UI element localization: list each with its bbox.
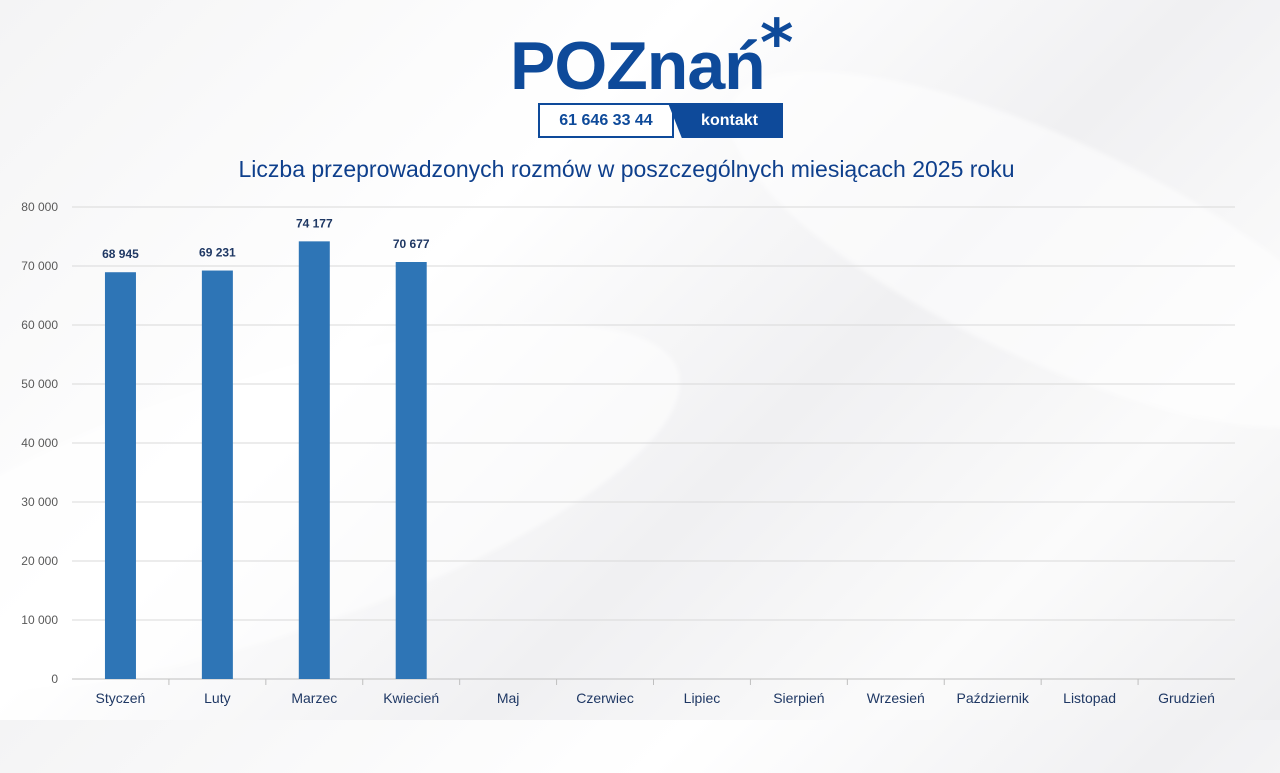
y-tick-label: 50 000 bbox=[21, 377, 58, 391]
bar bbox=[298, 241, 330, 679]
y-tick-label: 40 000 bbox=[21, 436, 58, 450]
y-tick-label: 70 000 bbox=[21, 259, 58, 273]
bar bbox=[104, 272, 136, 679]
data-label: 70 677 bbox=[393, 237, 430, 251]
chart-title: Liczba przeprowadzonych rozmów w poszcze… bbox=[238, 156, 1015, 182]
x-tick-label: Wrzesień bbox=[867, 690, 925, 706]
bar bbox=[395, 262, 427, 679]
x-tick-label: Lipiec bbox=[684, 690, 721, 706]
x-tick-label: Grudzień bbox=[1158, 690, 1215, 706]
logo-contact-label: kontakt bbox=[668, 103, 783, 138]
logo-wordmark: POZnań bbox=[510, 28, 766, 104]
data-label: 74 177 bbox=[296, 216, 333, 230]
x-tick-label: Październik bbox=[957, 690, 1030, 706]
data-label: 68 945 bbox=[102, 247, 139, 261]
y-tick-label: 20 000 bbox=[21, 554, 58, 568]
x-tick-label: Styczeń bbox=[96, 690, 146, 706]
x-tick-label: Luty bbox=[204, 690, 230, 706]
y-tick-label: 10 000 bbox=[21, 613, 58, 627]
y-tick-label: 60 000 bbox=[21, 318, 58, 332]
data-label: 69 231 bbox=[199, 246, 236, 260]
x-tick-label: Listopad bbox=[1063, 690, 1116, 706]
x-tick-label: Maj bbox=[497, 690, 520, 706]
x-tick-label: Sierpień bbox=[773, 690, 824, 706]
bar bbox=[201, 270, 233, 679]
x-tick-label: Kwiecień bbox=[383, 690, 439, 706]
x-tick-label: Marzec bbox=[291, 690, 337, 706]
poznan-logo: POZnań * 61 646 33 44 kontakt bbox=[508, 12, 808, 140]
x-tick-label: Czerwiec bbox=[576, 690, 634, 706]
y-tick-label: 80 000 bbox=[21, 200, 58, 214]
asterisk-icon: * bbox=[760, 7, 794, 81]
logo-phone-number: 61 646 33 44 bbox=[538, 103, 674, 138]
y-tick-label: 0 bbox=[51, 672, 58, 686]
bar-chart: 0 10 000 20 000 30 000 40 000 50 000 60 000 70 … bbox=[21, 200, 1235, 706]
logo-contact-bar: 61 646 33 44 kontakt bbox=[538, 103, 783, 138]
y-tick-label: 30 000 bbox=[21, 495, 58, 509]
